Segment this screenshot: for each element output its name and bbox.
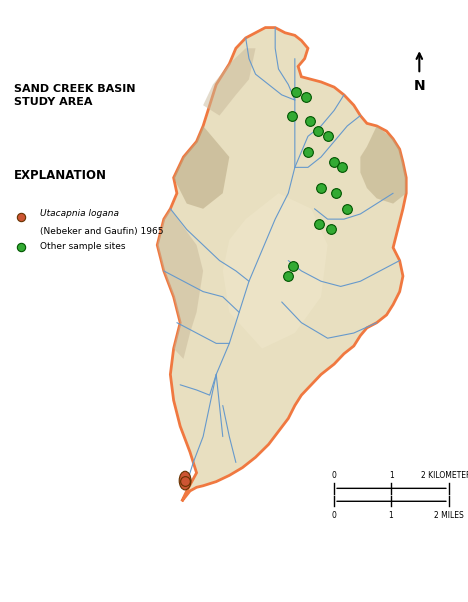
- Text: Other sample sites: Other sample sites: [40, 243, 125, 251]
- Text: N: N: [414, 79, 425, 93]
- Text: 1: 1: [388, 510, 393, 520]
- Polygon shape: [157, 28, 406, 501]
- Polygon shape: [223, 193, 328, 349]
- Text: SAND CREEK BASIN
STUDY AREA: SAND CREEK BASIN STUDY AREA: [14, 84, 136, 108]
- Polygon shape: [157, 209, 203, 359]
- Text: EXPLANATION: EXPLANATION: [14, 169, 107, 182]
- Text: Utacapnia logana: Utacapnia logana: [40, 209, 119, 218]
- Text: 0: 0: [332, 510, 336, 520]
- Text: (Nebeker and Gaufin) 1965: (Nebeker and Gaufin) 1965: [40, 228, 163, 236]
- Polygon shape: [360, 126, 406, 203]
- Polygon shape: [203, 48, 256, 116]
- Text: 0: 0: [332, 471, 336, 480]
- Text: 1: 1: [389, 471, 394, 480]
- Polygon shape: [174, 126, 229, 209]
- Circle shape: [179, 471, 191, 490]
- Text: 2 MILES: 2 MILES: [434, 510, 464, 520]
- Text: 2 KILOMETERS: 2 KILOMETERS: [421, 471, 468, 480]
